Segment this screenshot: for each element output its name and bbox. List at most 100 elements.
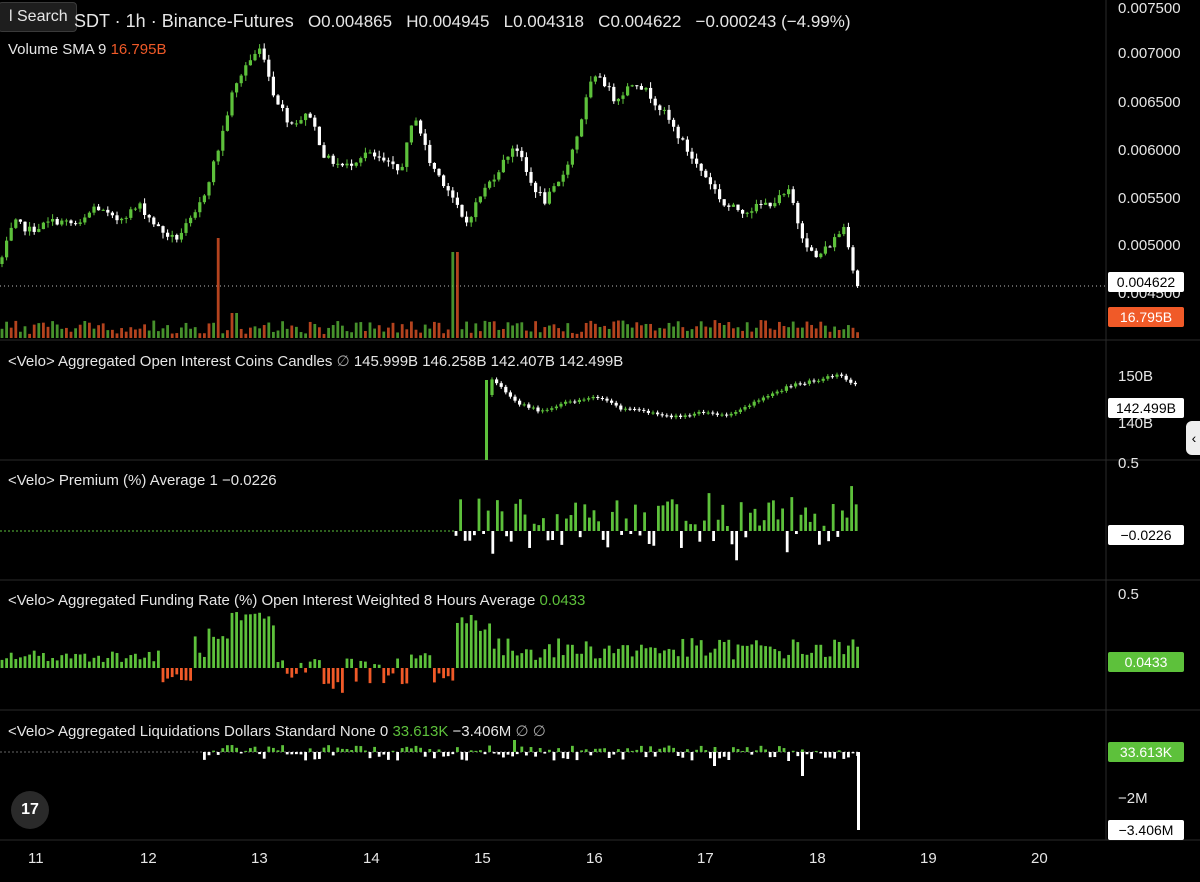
funding-bar (658, 653, 662, 668)
funding-bar (69, 658, 73, 668)
liq-bar (235, 747, 238, 752)
price-candle (428, 144, 432, 163)
volume-bar (198, 333, 202, 338)
premium-bar (758, 525, 761, 531)
premium-bar (822, 525, 826, 531)
premium-bar (647, 531, 651, 544)
funding-bar (451, 668, 455, 681)
liq-bar (791, 750, 795, 752)
funding-bar (552, 657, 556, 668)
funding-bar (709, 652, 712, 668)
price-candle (649, 87, 653, 99)
liq-bar (506, 752, 510, 755)
liq-bar (745, 747, 749, 752)
funding-bar (74, 653, 77, 668)
funding-bar (189, 668, 192, 681)
price-candle (299, 120, 303, 124)
funding-bar (364, 661, 367, 668)
volume-bar (207, 323, 211, 338)
price-candle (455, 197, 459, 205)
volume-bar (14, 320, 18, 338)
price-candle (497, 172, 501, 180)
liq-bar (603, 748, 606, 752)
premium-bar (776, 519, 780, 531)
liq-bar (538, 748, 542, 752)
funding-bar (474, 620, 478, 668)
price-candle (92, 206, 96, 213)
price-candle (639, 86, 643, 90)
funding-bar (253, 613, 257, 668)
volume-bar (502, 328, 505, 338)
liq-bar (566, 752, 570, 759)
oi-candle (508, 392, 512, 397)
chevron-left-icon[interactable]: ‹ (1186, 421, 1200, 455)
volume-tag: 16.795B (1108, 307, 1184, 327)
premium-bar (505, 531, 508, 537)
liq-bar (584, 749, 588, 752)
oi-candle (573, 401, 577, 403)
volume-bar (244, 333, 248, 338)
funding-bar (768, 646, 772, 668)
funding-bar (239, 620, 243, 668)
volume-legend: Volume SMA 9 16.795B (8, 41, 166, 58)
price-candle (511, 148, 515, 157)
volume-bar (428, 328, 432, 338)
premium-bar (555, 514, 559, 531)
liq-bar (410, 748, 413, 752)
funding-bar (92, 657, 96, 668)
premium-bar (670, 499, 674, 531)
funding-bar (368, 668, 372, 684)
volume-bar (718, 323, 721, 338)
price-candle (432, 162, 436, 169)
oi-candle (826, 376, 830, 379)
price-candle (396, 164, 400, 171)
volume-bar (189, 328, 192, 338)
volume-bar (575, 333, 579, 338)
volume-bar (134, 329, 137, 338)
price-candle (216, 150, 220, 162)
premium-bar (491, 531, 495, 554)
funding-bar (718, 639, 721, 668)
liq-bar (658, 748, 662, 752)
funding-bar (419, 655, 422, 668)
liq-bar (704, 750, 708, 752)
volume-bar (474, 323, 478, 338)
funding-bar (437, 668, 441, 674)
funding-bar (644, 648, 648, 668)
liq-bar (313, 752, 317, 760)
oi-candle (554, 406, 558, 409)
liq-tick: −2M (1118, 790, 1148, 807)
volume-bar (203, 333, 206, 338)
price-candle (695, 158, 699, 164)
funding-bar (157, 650, 160, 668)
ohlc-low-label: L (503, 12, 514, 31)
oi-candle (844, 375, 848, 380)
time-tick: 19 (920, 850, 937, 867)
price-candle (593, 76, 597, 82)
funding-bar (667, 648, 671, 668)
liq-bar (805, 752, 809, 755)
tradingview-logo-icon[interactable]: 17 (11, 791, 49, 829)
volume-bar (488, 321, 491, 338)
funding-bar (732, 659, 735, 668)
premium-bar (519, 499, 522, 531)
premium-bar (666, 501, 669, 531)
premium-bar (785, 531, 789, 553)
volume-bar (65, 327, 68, 338)
liq-bar (851, 752, 855, 754)
volume-bar (221, 333, 225, 338)
volume-bar (304, 333, 307, 338)
funding-bar (469, 614, 473, 668)
liq-tag-negative: −3.406M (1108, 820, 1184, 840)
liq-tag-positive: 33.613K (1108, 742, 1184, 762)
price-candle (713, 184, 717, 190)
liq-bar (778, 746, 781, 752)
premium-tag: −0.0226 (1108, 525, 1184, 545)
volume-bar (295, 326, 298, 338)
symbol-search-input[interactable]: l Search (0, 2, 77, 32)
price-candle (391, 161, 395, 165)
liq-bar (483, 752, 487, 755)
funding-bar (9, 652, 13, 668)
funding-bar (543, 649, 547, 668)
